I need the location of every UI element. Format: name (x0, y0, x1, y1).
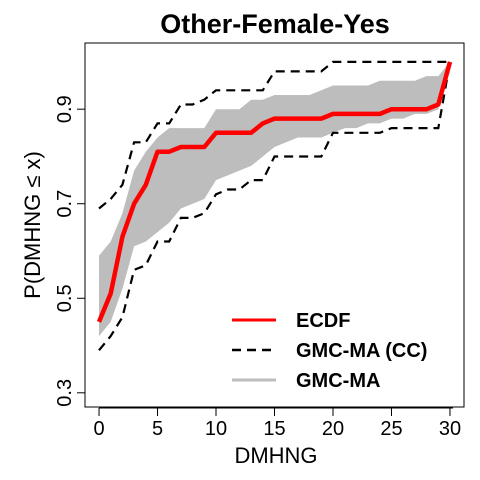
y-axis-ticks: 0.3 0.5 0.7 0.9 (54, 95, 85, 407)
x-tick-label: 10 (205, 418, 227, 440)
gmc-ma-cc-upper-line (98, 60, 450, 210)
x-tick-label: 5 (152, 418, 163, 440)
x-tick-label: 25 (380, 418, 402, 440)
gmc-ma-band (99, 61, 450, 337)
legend: ECDF GMC-MA (CC) GMC-MA (232, 310, 427, 392)
y-axis-label: P(DMHNG ≤ x) (20, 151, 45, 299)
y-tick-label: 0.7 (54, 190, 76, 218)
ecdf-line (96, 61, 453, 323)
x-tick-label: 15 (263, 418, 285, 440)
y-tick-label: 0.3 (54, 379, 76, 407)
gmc-ma-cc-lower-line (98, 61, 452, 351)
chart-title: Other-Female-Yes (160, 9, 390, 39)
legend-label-gmc-ma-cc: GMC-MA (CC) (296, 340, 427, 362)
x-tick-label: 0 (93, 418, 104, 440)
x-tick-label: 20 (322, 418, 344, 440)
x-tick-label: 30 (439, 418, 461, 440)
legend-label-gmc-ma: GMC-MA (296, 370, 380, 392)
y-tick-label: 0.5 (54, 284, 76, 312)
legend-label-ecdf: ECDF (296, 310, 350, 332)
plot-area (96, 60, 453, 351)
x-axis-label: DMHNG (234, 443, 317, 468)
x-axis-ticks: 0 5 10 15 20 25 30 (93, 408, 461, 440)
y-tick-label: 0.9 (54, 95, 76, 123)
